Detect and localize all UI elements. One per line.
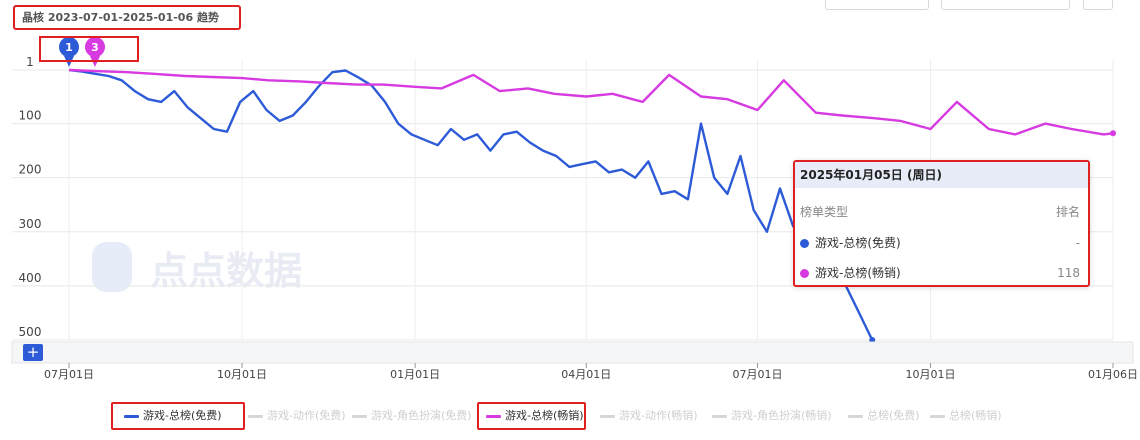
tooltip-row-label: 游戏-总榜(免费) <box>815 236 901 250</box>
legend-label: 游戏-动作(畅销) <box>619 409 698 422</box>
chart-tooltip: 2025年01月05日 (周日) 榜单类型 排名 游戏-总榜(免费) - 游戏-… <box>793 160 1090 287</box>
legend-swatch <box>248 414 263 418</box>
y-tick-label: 1 <box>26 55 34 69</box>
legend-swatch <box>600 414 615 418</box>
tooltip-dot-grossing <box>800 269 809 278</box>
y-tick-label: 200 <box>19 163 42 177</box>
toolbar-button-1[interactable] <box>825 0 929 10</box>
legend-item[interactable]: 总榜(畅销) <box>930 403 1002 429</box>
series-line-grossing <box>68 68 1114 136</box>
marker-badge[interactable] <box>59 37 79 57</box>
legend-label: 游戏-角色扮演(畅销) <box>731 409 832 422</box>
timeline-slider[interactable] <box>11 341 1134 364</box>
legend-highlight-grossing <box>477 402 586 430</box>
y-tick-label: 400 <box>19 271 42 285</box>
x-tick-label: 01月06日 <box>1088 368 1138 381</box>
chart-legend: 游戏-总榜(免费) 游戏-动作(免费) 游戏-角色扮演(免费) 游戏-总榜(畅销) 游戏… <box>0 403 1140 429</box>
toolbar-button-2[interactable] <box>941 0 1070 10</box>
x-tick-label: 07月01日 <box>44 368 94 381</box>
add-button[interactable]: + <box>23 344 43 361</box>
x-axis: 07月01日 10月01日 01月01日 04月01日 07月01日 10月01日 01月0… <box>11 341 1138 381</box>
marker-highlight-box <box>39 36 139 62</box>
series-line-free <box>68 68 874 341</box>
legend-label: 游戏-角色扮演(免费) <box>371 409 472 422</box>
legend-label: 总榜(免费) <box>867 409 920 422</box>
legend-highlight-free <box>111 402 245 430</box>
tooltip-row-value: 118 <box>1057 266 1080 280</box>
series-point-grossing <box>1110 130 1116 137</box>
legend-item[interactable]: 游戏-动作(免费) <box>248 403 346 429</box>
y-tick-label: 100 <box>19 109 42 123</box>
legend-swatch <box>486 414 501 418</box>
legend-label: 游戏-动作(免费) <box>267 409 346 422</box>
tooltip-col-rank: 排名 <box>1055 205 1080 219</box>
x-tick-label: 10月01日 <box>217 368 267 381</box>
chart-series <box>68 68 1116 343</box>
x-tick-label: 01月01日 <box>390 368 440 381</box>
watermark: 点点数据 <box>92 242 302 293</box>
marker-label: 1 <box>65 41 73 54</box>
legend-item[interactable]: 游戏-总榜(畅销) <box>486 403 584 429</box>
legend-swatch <box>124 414 139 418</box>
tooltip-row-free: 游戏-总榜(免费) - <box>800 233 1080 253</box>
legend-item[interactable]: 游戏-角色扮演(免费) <box>352 403 472 429</box>
watermark-logo-icon <box>92 242 132 292</box>
tooltip-dot-free <box>800 239 809 248</box>
legend-swatch <box>848 414 863 418</box>
tooltip-row-grossing: 游戏-总榜(畅销) 118 <box>800 263 1080 283</box>
x-tick-label: 07月01日 <box>732 368 782 381</box>
y-tick-label: 300 <box>19 217 42 231</box>
tooltip-col-type: 榜单类型 <box>800 205 849 219</box>
legend-swatch <box>352 414 367 418</box>
tooltip-header-row: 榜单类型 排名 <box>800 202 1080 222</box>
toolbar-button-3[interactable] <box>1083 0 1113 10</box>
legend-item[interactable]: 游戏-动作(畅销) <box>600 403 698 429</box>
x-tick-label: 10月01日 <box>906 368 956 381</box>
legend-swatch <box>712 414 727 418</box>
y-axis-labels: 1 100 200 300 400 500 <box>19 55 42 339</box>
x-tick-label: 04月01日 <box>561 368 611 381</box>
marker-label: 3 <box>91 41 99 54</box>
legend-label: 游戏-总榜(畅销) <box>505 409 584 422</box>
legend-label: 总榜(畅销) <box>949 409 1002 422</box>
y-tick-label: 500 <box>19 325 42 339</box>
tooltip-row-label: 游戏-总榜(畅销) <box>815 266 901 280</box>
tooltip-row-value: - <box>1075 236 1080 250</box>
marker-badge[interactable] <box>85 37 105 57</box>
watermark-text: 点点数据 <box>150 249 302 293</box>
legend-item[interactable]: 游戏-总榜(免费) <box>124 403 222 429</box>
legend-swatch <box>930 414 945 418</box>
legend-item[interactable]: 游戏-角色扮演(畅销) <box>712 403 832 429</box>
legend-label: 游戏-总榜(免费) <box>143 409 222 422</box>
legend-item[interactable]: 总榜(免费) <box>848 403 920 429</box>
tooltip-date: 2025年01月05日 (周日) <box>795 162 1088 188</box>
chart-title: 晶核 2023-07-01-2025-01-06 趋势 <box>13 5 241 30</box>
